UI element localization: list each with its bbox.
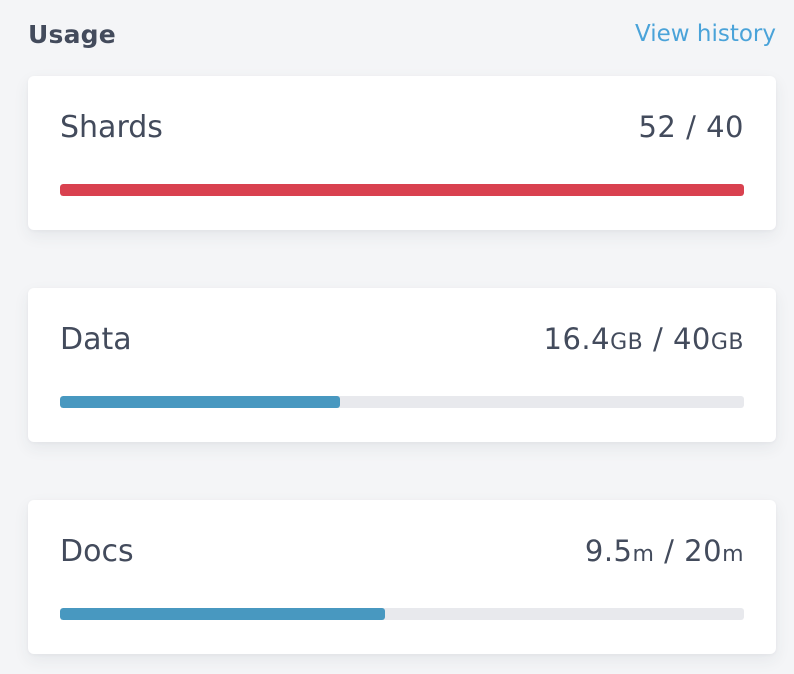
usage-value: 16.4GB / 40GB <box>543 322 744 356</box>
data-usage-card: Data 16.4GB / 40GB <box>28 288 776 442</box>
usage-progress-bar <box>60 396 744 408</box>
view-history-link[interactable]: View history <box>635 21 776 47</box>
usage-progress-bar <box>60 608 744 620</box>
usage-header: Usage View history <box>28 14 776 54</box>
card-label: Shards <box>60 110 163 145</box>
card-label: Data <box>60 322 132 357</box>
usage-value: 52 / 40 <box>638 110 744 144</box>
shards-usage-card: Shards 52 / 40 <box>28 76 776 230</box>
docs-usage-card: Docs 9.5m / 20m <box>28 500 776 654</box>
page-title: Usage <box>28 19 116 49</box>
usage-progress-fill <box>60 608 385 620</box>
usage-progress-bar <box>60 184 744 196</box>
usage-progress-fill <box>60 184 744 196</box>
usage-progress-fill <box>60 396 341 408</box>
usage-value: 9.5m / 20m <box>584 534 744 568</box>
card-label: Docs <box>60 534 134 569</box>
